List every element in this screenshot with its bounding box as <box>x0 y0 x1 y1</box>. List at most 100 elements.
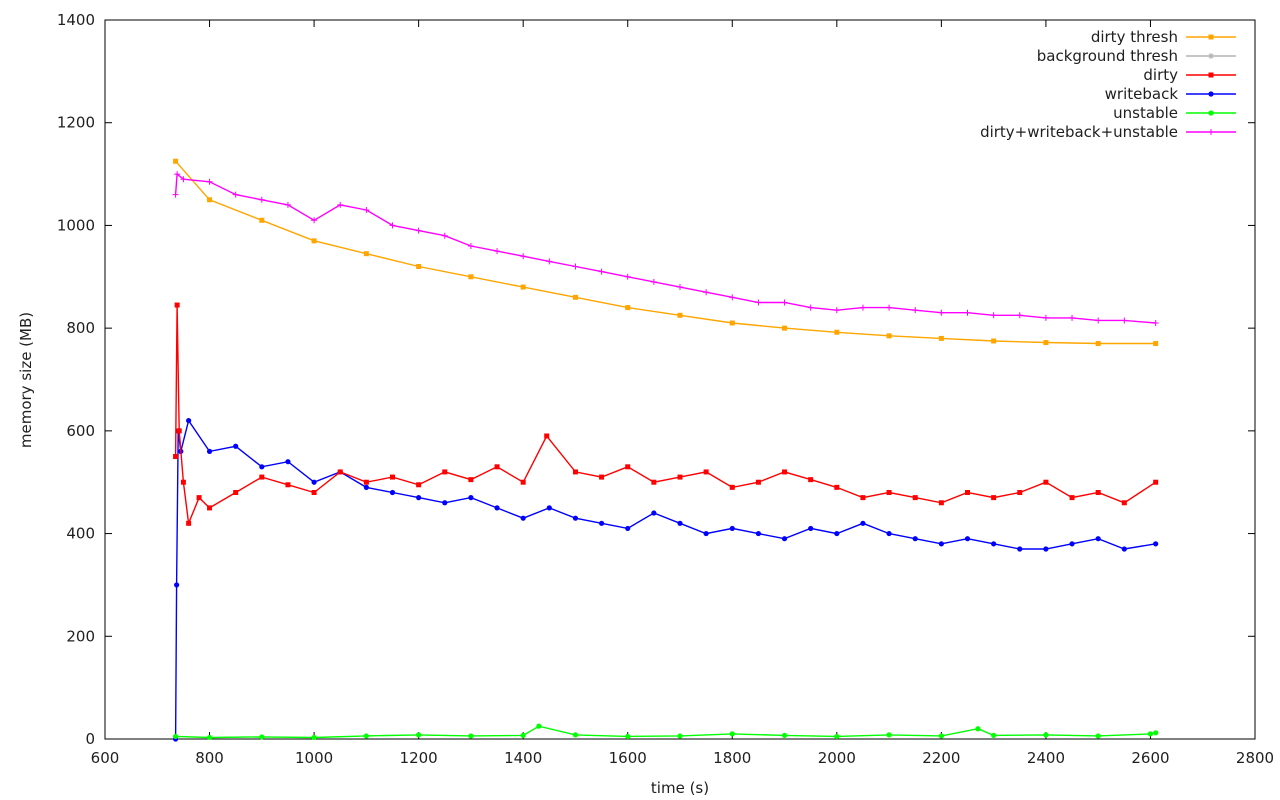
axis-ticks: 600 800 1000 1200 1400 1600 1800 2000 2200 2400 26… <box>57 11 1274 767</box>
series-line-dirty-thresh <box>175 160 1156 345</box>
data-point-dirty-writeback-unstable <box>494 248 501 255</box>
data-point-writeback <box>186 417 192 424</box>
data-point-dirty-writeback-unstable <box>938 309 945 316</box>
data-point-unstable <box>311 734 317 741</box>
data-point-dirty-writeback-unstable <box>441 232 448 239</box>
data-point-unstable <box>572 732 579 738</box>
x-tick-label: 1200 <box>400 749 438 767</box>
y-tick-label: 800 <box>66 319 95 337</box>
data-point-dirty-writeback-unstable <box>1016 312 1023 319</box>
data-point-unstable <box>938 733 944 739</box>
data-point-dirty <box>1095 489 1101 495</box>
data-point-dirty-thresh <box>311 238 317 244</box>
data-point-dirty-thresh <box>991 338 997 344</box>
legend-label: background thresh <box>1037 47 1178 65</box>
data-point-writeback <box>729 525 735 532</box>
data-point-dirty <box>390 474 395 480</box>
data-point-writeback <box>174 582 180 588</box>
data-point-writeback <box>1043 546 1049 552</box>
data-point-writeback <box>206 448 213 454</box>
data-point-unstable <box>834 733 840 740</box>
data-point-writeback <box>912 536 918 542</box>
data-point-dirty <box>1121 500 1127 506</box>
legend-marker <box>1208 34 1214 40</box>
data-point-dirty <box>174 302 180 308</box>
data-point-writeback <box>1095 536 1101 542</box>
data-point-dirty-thresh <box>259 217 265 223</box>
data-point-dirty-thresh <box>938 335 944 341</box>
plot-frame <box>104 19 1256 740</box>
data-point-dirty-writeback-unstable <box>415 227 422 234</box>
x-tick-label: 1600 <box>609 749 647 767</box>
data-point-dirty <box>755 479 761 485</box>
data-point-dirty-writeback-unstable <box>311 217 318 224</box>
data-point-dirty-writeback-unstable <box>572 263 579 270</box>
data-point-dirty-writeback-unstable <box>859 304 866 311</box>
data-point-dirty <box>886 489 892 495</box>
data-point-writeback <box>259 464 265 470</box>
data-point-unstable <box>1147 731 1154 737</box>
data-point-dirty <box>1153 479 1159 485</box>
x-tick-label: 1800 <box>713 749 751 767</box>
data-point-dirty-thresh <box>834 329 840 335</box>
data-point-writeback <box>363 484 369 490</box>
data-point-dirty-writeback-unstable <box>624 273 631 280</box>
data-point-dirty <box>703 469 709 475</box>
data-point-dirty <box>1069 495 1075 501</box>
data-point-dirty <box>912 495 918 501</box>
data-point-unstable <box>991 732 997 739</box>
data-point-dirty <box>729 484 735 490</box>
data-point-writeback <box>1153 541 1159 547</box>
data-point-dirty-writeback-unstable <box>1042 314 1049 321</box>
data-point-dirty-thresh <box>1043 340 1049 346</box>
legend-label: dirty+writeback+unstable <box>980 123 1178 141</box>
y-tick-label: 400 <box>66 525 95 543</box>
data-point-writeback <box>285 459 291 465</box>
data-point-unstable <box>729 731 735 737</box>
data-point-dirty-writeback-unstable <box>174 171 181 178</box>
data-point-dirty-thresh <box>468 274 474 280</box>
legend-label: dirty <box>1143 66 1178 84</box>
data-point-unstable <box>206 734 213 741</box>
data-point-writeback <box>781 536 788 542</box>
data-point-dirty-writeback-unstable <box>1121 317 1128 324</box>
y-tick-label: 0 <box>85 730 95 748</box>
data-point-dirty <box>782 469 788 475</box>
data-point-dirty-writeback-unstable <box>284 201 291 208</box>
data-point-dirty <box>544 433 550 439</box>
data-point-dirty-writeback-unstable <box>755 299 762 306</box>
data-point-unstable <box>259 734 265 740</box>
data-point-unstable <box>886 732 892 738</box>
data-point-dirty-writeback-unstable <box>677 284 683 291</box>
data-point-writeback <box>468 495 474 501</box>
data-point-dirty-writeback-unstable <box>729 294 736 301</box>
data-point-writeback <box>834 530 840 537</box>
series-dirty <box>173 302 1159 527</box>
data-point-dirty-thresh <box>173 158 179 164</box>
data-point-dirty <box>938 500 944 506</box>
series-line-writeback <box>174 418 1156 740</box>
data-point-unstable <box>1153 730 1159 736</box>
x-tick-label: 2200 <box>922 749 960 767</box>
data-point-dirty <box>207 505 213 511</box>
y-axis-label: memory size (MB) <box>17 312 35 448</box>
legend-marker <box>1208 72 1214 78</box>
data-point-dirty-thresh <box>1095 341 1101 347</box>
data-point-unstable <box>520 732 526 739</box>
series-dirty-writeback-unstable <box>172 171 1159 327</box>
data-point-unstable <box>363 733 369 739</box>
data-point-dirty-writeback-unstable <box>1095 317 1102 324</box>
data-point-dirty-writeback-unstable <box>703 289 710 296</box>
data-point-dirty <box>965 489 970 495</box>
data-point-dirty <box>180 479 186 485</box>
series-writeback <box>172 417 1159 742</box>
data-point-unstable <box>975 726 981 732</box>
x-axis-label: time (s) <box>651 779 709 797</box>
legend-marker <box>1208 129 1214 135</box>
data-point-dirty-writeback-unstable <box>598 268 605 275</box>
y-tick-label: 1200 <box>57 114 95 132</box>
data-point-dirty <box>651 479 657 485</box>
data-point-dirty-writeback-unstable <box>912 307 919 314</box>
data-point-writeback <box>416 495 422 501</box>
series-unstable <box>172 723 1159 741</box>
